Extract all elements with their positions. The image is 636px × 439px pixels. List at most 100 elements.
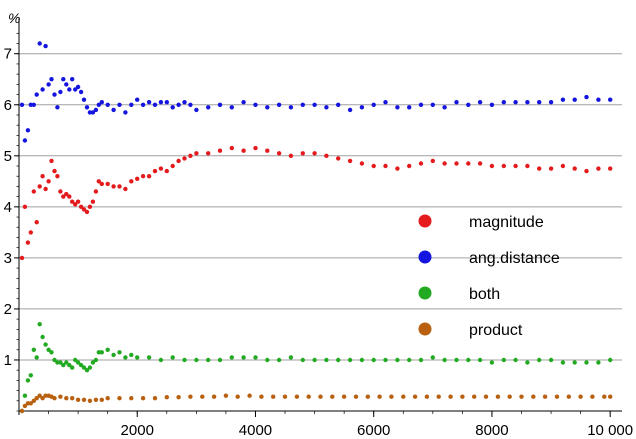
data-point <box>70 396 75 401</box>
data-point <box>418 357 424 363</box>
data-point <box>28 230 33 235</box>
data-point <box>164 100 169 105</box>
data-point <box>105 347 110 352</box>
data-point <box>294 394 300 399</box>
data-point <box>578 394 583 399</box>
legend-marker-ang.distance <box>418 250 432 264</box>
data-point <box>300 151 305 156</box>
data-point <box>566 394 571 399</box>
data-point <box>182 357 187 363</box>
data-point <box>170 163 175 169</box>
data-point <box>548 357 554 363</box>
data-point <box>67 194 72 199</box>
data-point <box>22 204 28 209</box>
data-point <box>288 105 294 110</box>
data-point <box>501 163 506 169</box>
data-point <box>123 355 128 360</box>
data-point <box>111 184 116 189</box>
data-point <box>58 89 63 95</box>
data-point <box>460 394 465 399</box>
data-point <box>90 110 96 115</box>
data-point <box>371 357 376 363</box>
data-point <box>513 163 518 169</box>
legend-label-product: product <box>469 322 523 339</box>
data-point <box>22 403 28 409</box>
data-point <box>140 174 146 179</box>
data-point <box>418 102 424 108</box>
data-point <box>90 360 96 365</box>
data-point <box>306 394 311 399</box>
data-point <box>117 184 122 189</box>
data-point <box>560 360 566 365</box>
data-point <box>596 360 601 365</box>
x-tick-label-6000: 6000 <box>357 422 390 439</box>
data-point <box>282 394 288 399</box>
data-point <box>64 360 69 365</box>
data-point <box>265 105 270 110</box>
data-point <box>489 102 495 108</box>
y-tick-label-4: 4 <box>4 199 12 216</box>
data-point <box>584 360 589 365</box>
data-point <box>34 355 39 360</box>
data-point <box>259 394 264 399</box>
data-point <box>73 202 78 207</box>
data-point <box>46 179 51 184</box>
data-point <box>608 357 613 363</box>
data-point <box>61 77 66 82</box>
data-point <box>164 168 169 174</box>
data-point <box>140 396 146 401</box>
data-point <box>31 189 36 194</box>
data-point <box>206 357 211 363</box>
data-point <box>152 396 158 401</box>
data-point <box>596 97 601 102</box>
data-point <box>58 394 63 399</box>
data-point <box>55 105 60 110</box>
data-point <box>253 102 258 108</box>
data-point <box>111 107 116 113</box>
data-point <box>135 355 140 360</box>
data-point <box>330 394 335 399</box>
data-point <box>46 347 51 352</box>
x-tick-label-2000: 2000 <box>121 422 154 439</box>
data-point <box>52 92 57 97</box>
data-point <box>43 186 48 192</box>
data-point <box>37 184 42 189</box>
data-point <box>288 355 294 360</box>
data-point <box>78 362 84 368</box>
data-point <box>129 352 134 358</box>
data-point <box>64 191 69 197</box>
data-point <box>22 393 28 398</box>
data-point <box>37 322 42 327</box>
data-point <box>90 199 96 204</box>
data-point <box>81 365 87 370</box>
data-point <box>489 163 495 169</box>
data-point <box>217 102 223 108</box>
data-point <box>34 92 39 97</box>
data-point <box>448 394 453 399</box>
data-point <box>105 396 110 401</box>
data-point <box>25 128 31 133</box>
data-point <box>253 145 258 151</box>
data-point <box>359 105 365 110</box>
data-point <box>164 395 169 400</box>
data-point <box>501 357 506 363</box>
data-point <box>395 105 400 110</box>
legend: magnitude ang.distance both product <box>418 214 560 339</box>
data-point <box>442 161 447 166</box>
data-point <box>217 148 223 153</box>
data-point <box>188 102 193 108</box>
data-point <box>454 357 459 363</box>
series-product <box>19 393 613 414</box>
data-point <box>590 394 595 399</box>
legend-label-ang.distance: ang.distance <box>469 250 560 267</box>
data-point <box>43 43 48 49</box>
data-point <box>70 365 75 370</box>
series-ang.distance <box>19 41 613 143</box>
data-point <box>466 357 471 363</box>
legend-marker-product <box>418 322 432 336</box>
data-point <box>158 166 164 171</box>
data-point <box>194 107 199 113</box>
data-point <box>176 102 181 108</box>
data-point <box>37 393 42 398</box>
data-point <box>49 350 54 355</box>
